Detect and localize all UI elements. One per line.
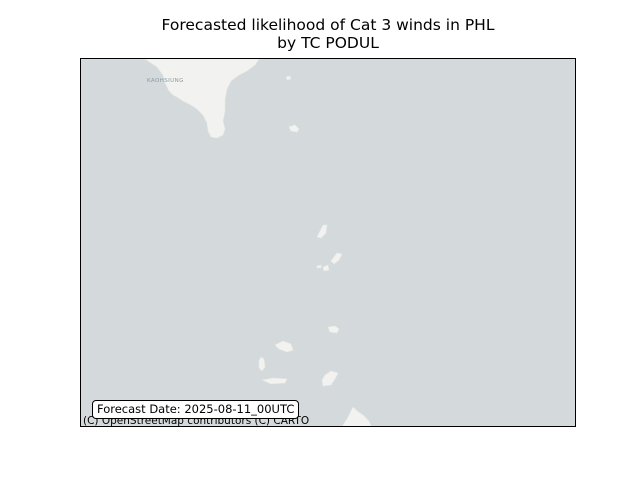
island-1	[316, 224, 328, 239]
island-5	[327, 325, 340, 334]
island-lanyu	[288, 124, 300, 133]
figure-title-line-2: by TC PODUL	[277, 33, 379, 52]
sea-area	[81, 59, 575, 426]
city-label-kaohsiung: KAOHSIUNG	[147, 78, 184, 84]
island-7	[258, 356, 266, 372]
forecast-date-box: Forecast Date: 2025-08-11_00UTC	[92, 400, 300, 419]
figure-title: Forecasted likelihood of Cat 3 winds in …	[0, 16, 640, 52]
figure-title-line-1: Forecasted likelihood of Cat 3 winds in …	[161, 16, 495, 34]
island-6	[274, 340, 294, 353]
island-4	[316, 264, 322, 269]
island-3	[322, 264, 330, 272]
island-2	[330, 252, 343, 265]
map-attribution: (C) OpenStreetMap contributors (C) CARTO	[83, 415, 310, 427]
landmass-taiwan-south	[81, 59, 260, 139]
island-9	[321, 370, 339, 387]
basemap	[81, 59, 575, 426]
island-8	[260, 377, 288, 385]
map-panel[interactable]: KAOHSIUNG (C) OpenStreetMap contributors…	[80, 58, 576, 427]
island-small-north	[285, 75, 292, 81]
landmass-luzon-north	[341, 406, 372, 426]
